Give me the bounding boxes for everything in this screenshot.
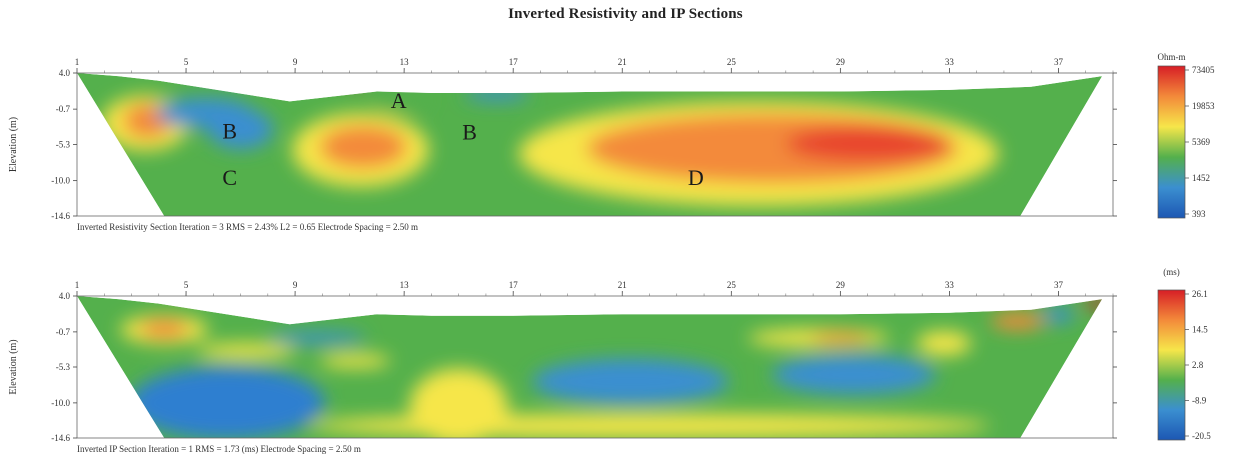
y-axis-label: Elevation (m) <box>8 117 19 172</box>
x-tick-label: 1 <box>75 57 80 67</box>
colorbar-scale <box>1157 289 1186 441</box>
y-tick-label: -14.6 <box>51 211 70 221</box>
colorbar: (ms) 26.1 14.5 2.8 -8.9 -20.5 <box>1157 267 1211 441</box>
colorbar-label: 5369 <box>1192 137 1211 147</box>
x-tick-label: 13 <box>400 57 410 67</box>
anomaly-16 <box>267 331 366 345</box>
x-tick-label: 37 <box>1054 57 1064 67</box>
x-tick-label: 37 <box>1054 280 1064 290</box>
colorbar-label: 393 <box>1192 209 1206 219</box>
y-tick-label: -0.7 <box>56 327 71 337</box>
anomaly-4 <box>772 354 936 395</box>
x-tick-label: 25 <box>727 57 737 67</box>
y-tick-label: -5.3 <box>56 362 71 372</box>
colorbar-label: 14.5 <box>1192 325 1208 335</box>
anomaly-layer <box>101 76 999 206</box>
colorbar-unit: (ms) <box>1163 267 1180 277</box>
colorbar-unit: Ohm-m <box>1158 52 1186 62</box>
colorbar: Ohm-m 73405 19853 5369 1452 393 <box>1158 52 1216 219</box>
x-tick-label: 25 <box>727 280 737 290</box>
x-tick-label: 5 <box>184 280 189 290</box>
y-tick-label: -10.0 <box>51 176 70 186</box>
anomaly-13 <box>990 312 1045 330</box>
zone-label-D: D <box>688 165 704 190</box>
anomaly-12 <box>916 331 972 356</box>
x-tick-label: 29 <box>836 57 846 67</box>
anomaly-3 <box>532 358 729 405</box>
colorbar-label: 26.1 <box>1192 289 1208 299</box>
zone-label-A: A <box>391 88 407 113</box>
y-tick-label: -14.6 <box>51 433 70 443</box>
y-tick-label: -5.3 <box>56 140 71 150</box>
anomaly-4 <box>207 109 274 150</box>
colorbar-label: -8.9 <box>1192 396 1207 406</box>
x-tick-label: 21 <box>618 280 627 290</box>
colorbar-label: 2.8 <box>1192 360 1204 370</box>
x-tick-label: 9 <box>293 57 298 67</box>
anomaly-7 <box>374 89 429 110</box>
x-tick-label: 17 <box>509 280 519 290</box>
anomaly-14 <box>1042 307 1075 323</box>
anomaly-6 <box>319 125 407 169</box>
y-tick-label: 4.0 <box>59 68 71 78</box>
x-tick-label: 13 <box>400 280 410 290</box>
anomaly-10 <box>785 126 950 162</box>
section-panel-1: 1 5 9 13 17 21 25 29 33 37 4.0 -0.7 -5.3 -10.0 -14.6 El… <box>8 52 1215 232</box>
zone-label-B: B <box>222 119 237 144</box>
colorbar-label: 19853 <box>1192 101 1215 111</box>
anomaly-15 <box>1083 299 1103 309</box>
section-footer: Inverted Resistivity Section Iteration =… <box>77 222 418 232</box>
section-fill <box>77 296 1103 438</box>
colorbar-label: 73405 <box>1192 65 1215 75</box>
x-tick-label: 17 <box>509 57 519 67</box>
anomaly-layer <box>120 299 1103 438</box>
x-tick-label: 1 <box>75 280 80 290</box>
section-panel-2: 1 5 9 13 17 21 25 29 33 37 4.0 -0.7 -5.3 -10.0 -14.6 El… <box>8 267 1211 454</box>
x-tick-label: 9 <box>293 280 298 290</box>
anomaly-7 <box>139 319 189 338</box>
colorbar-label: -20.5 <box>1192 431 1211 441</box>
colorbar-label: 1452 <box>1192 173 1210 183</box>
anomaly-9 <box>319 354 391 368</box>
x-tick-label: 21 <box>618 57 627 67</box>
chart-title: Inverted Resistivity and IP Sections <box>508 6 743 22</box>
anomaly-11 <box>810 332 871 344</box>
anomaly-11 <box>464 88 530 101</box>
y-axis-label: Elevation (m) <box>8 339 19 394</box>
x-tick-label: 29 <box>836 280 846 290</box>
y-tick-label: -0.7 <box>56 104 71 114</box>
zone-label-B: B <box>462 119 477 144</box>
x-tick-label: 33 <box>945 57 955 67</box>
x-tick-label: 33 <box>945 280 955 290</box>
colorbar-scale <box>1157 65 1186 219</box>
section-footer: Inverted IP Section Iteration = 1 RMS = … <box>77 444 361 454</box>
section-fill <box>77 73 1103 216</box>
zone-label-C: C <box>222 165 237 190</box>
anomaly-5 <box>308 413 991 438</box>
anomaly-8 <box>196 343 296 359</box>
y-tick-label: -10.0 <box>51 398 70 408</box>
anomaly-1 <box>128 366 325 438</box>
x-tick-label: 5 <box>184 57 189 67</box>
anomaly-12 <box>346 76 364 86</box>
y-tick-label: 4.0 <box>59 291 71 301</box>
